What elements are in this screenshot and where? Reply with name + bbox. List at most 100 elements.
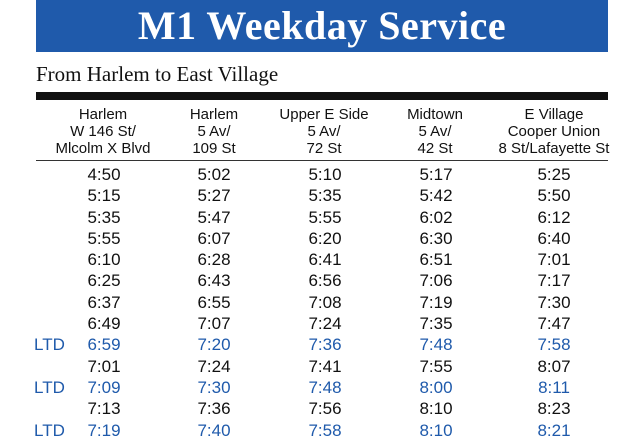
column-header-line: Mlcolm X Blvd — [55, 140, 151, 157]
departure-time: 5:50 — [537, 186, 571, 206]
column-header-harlem-146: Harlem W 146 St/ Mlcolm X Blvd — [28, 106, 178, 157]
route-direction: From Harlem to East Village — [36, 62, 279, 86]
timetable-row: 6:37 6:55 7:08 7:19 7:30 — [0, 292, 640, 313]
departure-time: 7:24 — [308, 314, 342, 334]
departure-time: 5:35 — [308, 186, 342, 206]
column-header-line: Harlem — [78, 106, 128, 123]
departure-time: 5:55 — [87, 228, 121, 248]
departure-time: 7:36 — [308, 335, 342, 355]
timetable-row: 5:15 5:27 5:35 5:42 5:50 — [0, 185, 640, 206]
departure-time: 4:50 — [87, 165, 121, 184]
departure-time: 6:37 — [87, 292, 121, 312]
timetable-row-limited: LTD 6:59 7:20 7:36 7:48 7:58 — [0, 334, 640, 355]
departure-time: 8:10 — [419, 399, 453, 419]
departure-time: 7:01 — [537, 250, 571, 270]
departure-time: 6:59 — [87, 335, 121, 355]
column-header-line: 5 Av/ — [197, 123, 231, 140]
column-header-line: W 146 St/ — [70, 123, 136, 140]
column-header-line: Harlem — [189, 106, 239, 123]
departure-time: 6:28 — [197, 250, 231, 270]
departure-time: 6:12 — [537, 207, 571, 227]
departure-time: 7:48 — [419, 335, 453, 355]
departure-time: 6:43 — [197, 271, 231, 291]
column-header-upper-east-side: Upper E Side 5 Av/ 72 St — [249, 106, 399, 157]
timetable-row: 7:01 7:24 7:41 7:55 8:07 — [0, 356, 640, 377]
column-header-midtown: Midtown 5 Av/ 42 St — [360, 106, 510, 157]
column-header-line: Midtown — [407, 106, 463, 123]
departure-time: 8:10 — [419, 420, 453, 440]
departure-time: 7:35 — [419, 314, 453, 334]
column-header-line: 42 St — [417, 140, 453, 157]
column-header-line: 5 Av/ — [307, 123, 341, 140]
timetable-row: 4:50 5:02 5:10 5:17 5:25 — [0, 164, 640, 185]
departure-time: 7:09 — [87, 377, 121, 397]
timetable-row: 5:35 5:47 5:55 6:02 6:12 — [0, 207, 640, 228]
column-header-line: E Village — [524, 106, 584, 123]
departure-time: 7:20 — [197, 335, 231, 355]
column-headers: Harlem W 146 St/ Mlcolm X Blvd Harlem 5 … — [0, 106, 640, 158]
limited-stop-label: LTD — [34, 377, 65, 397]
column-header-line: Cooper Union — [507, 123, 601, 140]
departure-time: 7:41 — [308, 356, 342, 376]
departure-time: 7:30 — [197, 377, 231, 397]
departure-time: 7:06 — [419, 271, 453, 291]
departure-time: 5:55 — [308, 207, 342, 227]
departure-time: 7:07 — [197, 314, 231, 334]
departure-time: 6:25 — [87, 271, 121, 291]
departure-time: 5:42 — [419, 186, 453, 206]
departure-time: 6:49 — [87, 314, 121, 334]
departure-time: 5:25 — [537, 165, 571, 184]
departure-time: 7:58 — [537, 335, 571, 355]
page-title: M1 Weekday Service — [36, 0, 608, 52]
table-divider — [36, 160, 608, 161]
departure-time: 6:41 — [308, 250, 342, 270]
column-header-line: 8 St/Lafayette St — [498, 140, 610, 157]
departure-time: 5:02 — [197, 165, 231, 184]
departure-time: 7:19 — [87, 420, 121, 440]
departure-time: 6:10 — [87, 250, 121, 270]
departure-time: 5:10 — [308, 165, 342, 184]
limited-stop-label: LTD — [34, 420, 65, 440]
departure-time: 7:56 — [308, 399, 342, 419]
departure-time: 8:00 — [419, 377, 453, 397]
column-header-line: Upper E Side — [279, 106, 369, 123]
departure-time: 5:35 — [87, 207, 121, 227]
departure-time: 6:55 — [197, 292, 231, 312]
departure-time: 8:21 — [537, 420, 571, 440]
column-header-line: 5 Av/ — [418, 123, 452, 140]
departure-time: 8:07 — [537, 356, 571, 376]
departure-time: 8:11 — [538, 377, 570, 397]
departure-time: 6:02 — [419, 207, 453, 227]
departure-time: 7:13 — [87, 399, 121, 419]
departure-time: 7:48 — [308, 377, 342, 397]
timetable-row-limited: LTD 7:09 7:30 7:48 8:00 8:11 — [0, 377, 640, 398]
departure-time: 6:51 — [419, 250, 453, 270]
departure-time: 5:27 — [197, 186, 231, 206]
departure-time: 7:47 — [537, 314, 571, 334]
departure-time: 5:15 — [87, 186, 121, 206]
departure-time: 7:58 — [308, 420, 342, 440]
column-header-harlem-109: Harlem 5 Av/ 109 St — [139, 106, 289, 157]
departure-time: 6:40 — [537, 228, 571, 248]
departure-time: 5:47 — [197, 207, 231, 227]
timetable-row: 7:13 7:36 7:56 8:10 8:23 — [0, 398, 640, 419]
departure-time: 7:55 — [419, 356, 453, 376]
departure-time: 7:40 — [197, 420, 231, 440]
departure-time: 7:01 — [87, 356, 121, 376]
timetable: 4:50 5:02 5:10 5:17 5:25 5:15 5:27 5:35 5:42 5:50… — [0, 164, 640, 441]
timetable-row: 6:10 6:28 6:41 6:51 7:01 — [0, 249, 640, 270]
timetable-row-limited: LTD 7:19 7:40 7:58 8:10 8:21 — [0, 420, 640, 441]
timetable-row: 5:55 6:07 6:20 6:30 6:40 — [0, 228, 640, 249]
column-header-line: 72 St — [306, 140, 342, 157]
departure-time: 7:24 — [197, 356, 231, 376]
departure-time: 7:17 — [537, 271, 571, 291]
timetable-row: 6:49 7:07 7:24 7:35 7:47 — [0, 313, 640, 334]
column-header-east-village: E Village Cooper Union 8 St/Lafayette St — [479, 106, 629, 157]
departure-time: 6:30 — [419, 228, 453, 248]
departure-time: 7:19 — [419, 292, 453, 312]
departure-time: 6:56 — [308, 271, 342, 291]
timetable-row: 6:25 6:43 6:56 7:06 7:17 — [0, 270, 640, 291]
departure-time: 6:07 — [197, 228, 231, 248]
departure-time: 7:08 — [308, 292, 342, 312]
column-header-line: 109 St — [192, 140, 236, 157]
